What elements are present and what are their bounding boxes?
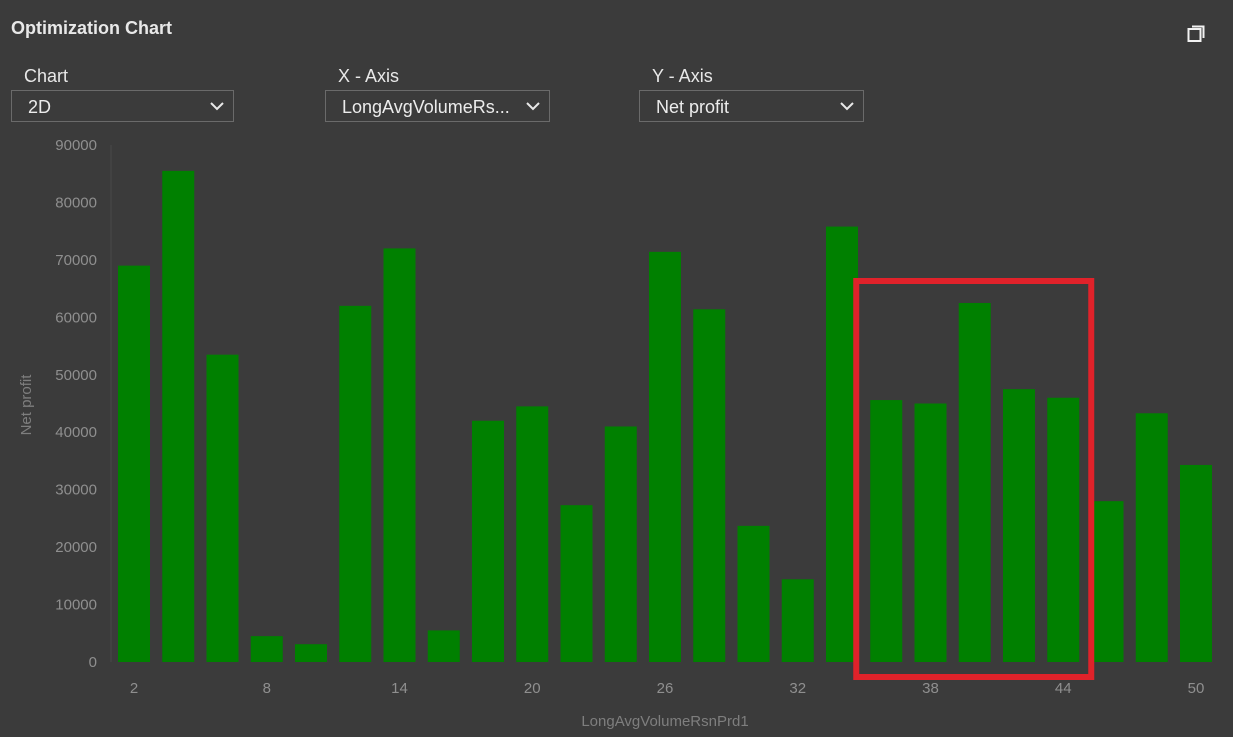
- bar: [826, 226, 858, 662]
- chevron-down-icon: [840, 102, 854, 111]
- chevron-down-icon: [526, 102, 540, 111]
- x-axis-select[interactable]: LongAvgVolumeRs...: [325, 90, 550, 122]
- y-axis-title: Net profit: [18, 374, 35, 436]
- bar: [295, 644, 327, 662]
- bar: [604, 426, 637, 662]
- bar: [1003, 389, 1035, 662]
- bar: [914, 403, 947, 662]
- bar-chart[interactable]: 0 10000 20000 30000 40000 50000 60000 70000 8000…: [0, 130, 1233, 737]
- bar: [870, 400, 903, 662]
- bar: [383, 248, 416, 662]
- bar: [693, 309, 726, 662]
- y-tick-label: 10000: [55, 597, 97, 614]
- bar: [339, 305, 372, 662]
- chart-type-select[interactable]: 2D: [11, 90, 234, 122]
- bar: [472, 420, 504, 662]
- y-tick-label: 80000: [55, 194, 97, 211]
- y-tick-label: 60000: [55, 309, 97, 326]
- bar: [118, 265, 150, 662]
- y-axis-value: Net profit: [656, 97, 730, 117]
- chevron-down-icon: [210, 102, 224, 111]
- y-tick-label: 70000: [55, 252, 97, 269]
- bar: [1135, 413, 1168, 662]
- chart-type-value: 2D: [28, 97, 52, 117]
- x-axis-title: LongAvgVolumeRsnPrd1: [581, 713, 748, 730]
- bar: [162, 170, 195, 662]
- y-tick-label: 0: [89, 654, 97, 671]
- bar: [516, 406, 549, 662]
- bar: [1047, 397, 1080, 662]
- bar: [1091, 501, 1124, 662]
- bar: [560, 505, 593, 662]
- y-tick-label: 90000: [55, 137, 97, 154]
- bar: [781, 579, 814, 662]
- x-tick-label: 20: [524, 680, 541, 697]
- x-tick-label: 8: [263, 680, 271, 697]
- panel-title: Optimization Chart: [11, 18, 172, 38]
- y-tick-label: 50000: [55, 367, 97, 384]
- x-tick-label: 44: [1055, 680, 1072, 697]
- bar: [649, 251, 681, 662]
- bar: [737, 525, 770, 662]
- y-tick-label: 40000: [55, 424, 97, 441]
- bar: [427, 630, 460, 662]
- bar: [958, 302, 991, 662]
- y-axis-select[interactable]: Net profit: [639, 90, 864, 122]
- x-axis-value: LongAvgVolumeRs...: [342, 97, 510, 117]
- y-axis-label: Y - Axis: [652, 66, 713, 86]
- x-tick-label: 2: [130, 680, 138, 697]
- x-tick-label: 26: [657, 680, 674, 697]
- bar: [206, 354, 239, 662]
- y-tick-label: 30000: [55, 482, 97, 499]
- x-tick-label: 14: [391, 680, 408, 697]
- y-tick-label: 20000: [55, 539, 97, 556]
- x-tick-label: 38: [922, 680, 939, 697]
- highlight-box: [853, 278, 1095, 680]
- x-axis-label: X - Axis: [338, 66, 400, 86]
- bar: [250, 636, 283, 662]
- x-tick-label: 50: [1188, 680, 1205, 697]
- window-restore-icon[interactable]: [1187, 25, 1205, 43]
- chart-type-label: Chart: [24, 66, 69, 86]
- x-tick-label: 32: [789, 680, 806, 697]
- bar: [1180, 464, 1212, 662]
